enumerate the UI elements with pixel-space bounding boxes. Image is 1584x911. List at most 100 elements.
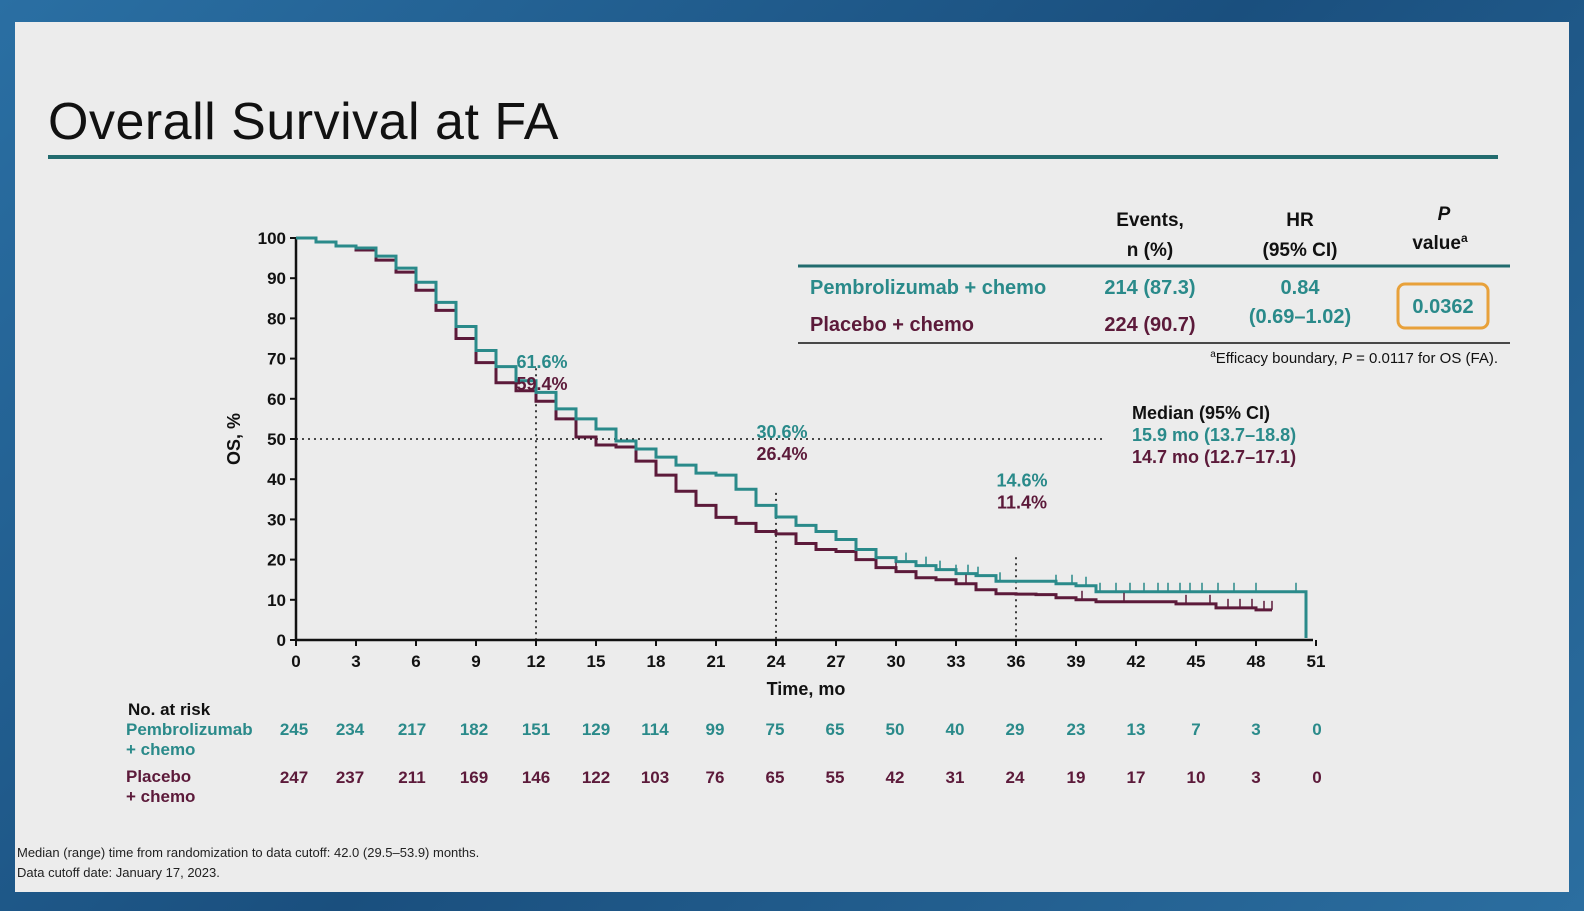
- risk-values: 245 234 217 182 151 129 114 99 75 65 50 40 29 23 13 7 3 0…: [280, 720, 1322, 787]
- y-axis: 0 10 20 30 40 50 60 70 80 90 100: [258, 229, 298, 650]
- y-tick-label: 90: [267, 269, 286, 288]
- risk-pembro-value: 245: [280, 720, 308, 739]
- risk-placebo-value: 169: [460, 768, 488, 787]
- y-tick-label: 50: [267, 430, 286, 449]
- events-header-1: Events,: [1116, 210, 1184, 231]
- risk-pembro-value: 50: [886, 720, 905, 739]
- hr-header-1: HR: [1286, 210, 1314, 231]
- landmark-pembro-label: 30.6%: [756, 422, 807, 442]
- risk-pembro-value: 151: [522, 720, 550, 739]
- landmark-pembro-label: 61.6%: [516, 352, 567, 372]
- risk-placebo-value: 247: [280, 768, 308, 787]
- risk-pembro-value: 0: [1312, 720, 1321, 739]
- x-tick-label: 27: [827, 652, 846, 671]
- x-tick-label: 42: [1127, 652, 1146, 671]
- y-tick-label: 60: [267, 390, 286, 409]
- y-tick-label: 80: [267, 309, 286, 328]
- x-tick-label: 15: [587, 652, 606, 671]
- hr-header-2: (95% CI): [1263, 240, 1338, 261]
- risk-pembro-value: 217: [398, 720, 426, 739]
- risk-placebo-label-1: Placebo: [126, 767, 191, 786]
- p-header-2: valuea: [1412, 231, 1468, 254]
- landmark-pembro-label: 14.6%: [996, 470, 1047, 490]
- risk-placebo-value: 24: [1006, 768, 1025, 787]
- y-tick-label: 20: [267, 551, 286, 570]
- footnote-median-followup: Median (range) time from randomization t…: [17, 845, 480, 860]
- efficacy-footnote: aEfficacy boundary, P = 0.0117 for OS (F…: [1210, 349, 1498, 367]
- risk-table: No. at risk Pembrolizumab + chemo Placeb…: [126, 700, 1322, 806]
- risk-placebo-value: 19: [1067, 768, 1086, 787]
- p-value: 0.0362: [1412, 296, 1473, 318]
- risk-pembro-value: 23: [1067, 720, 1086, 739]
- title-divider: [48, 155, 1498, 159]
- risk-placebo-value: 211: [398, 768, 425, 787]
- pembro-curve: [296, 236, 1308, 638]
- risk-placebo-value: 17: [1127, 768, 1146, 787]
- risk-pembro-value: 3: [1251, 720, 1260, 739]
- y-tick-label: 0: [277, 631, 286, 650]
- x-tick-label: 12: [527, 652, 546, 671]
- hr-value: 0.84: [1281, 277, 1321, 299]
- risk-pembro-label-2: + chemo: [126, 740, 195, 759]
- risk-placebo-value: 3: [1251, 768, 1260, 787]
- x-tick-label: 39: [1067, 652, 1086, 671]
- risk-placebo-value: 76: [706, 768, 725, 787]
- row-pembro-name: Pembrolizumab + chemo: [810, 277, 1046, 299]
- risk-placebo-value: 103: [641, 768, 669, 787]
- p-header-1: P: [1438, 204, 1451, 225]
- risk-placebo-value: 55: [826, 768, 845, 787]
- median-pembro: 15.9 mo (13.7–18.8): [1132, 425, 1296, 445]
- risk-placebo-value: 65: [766, 768, 785, 787]
- x-tick-label: 45: [1187, 652, 1206, 671]
- x-tick-label: 3: [351, 652, 360, 671]
- row-placebo-name: Placebo + chemo: [810, 314, 974, 336]
- x-tick-label: 21: [707, 652, 726, 671]
- y-axis-label: OS, %: [224, 413, 244, 465]
- risk-pembro-value: 65: [826, 720, 845, 739]
- censor-marks: [895, 552, 1297, 610]
- risk-placebo-value: 237: [336, 768, 364, 787]
- risk-pembro-value: 29: [1006, 720, 1025, 739]
- y-tick-label: 10: [267, 591, 286, 610]
- risk-placebo-value: 10: [1187, 768, 1206, 787]
- risk-placebo-value: 0: [1312, 768, 1321, 787]
- y-tick-label: 40: [267, 470, 286, 489]
- landmark-placebo-label: 11.4%: [997, 492, 1047, 512]
- risk-pembro-value: 114: [641, 720, 669, 739]
- p-value-box: [1396, 282, 1490, 330]
- risk-placebo-value: 31: [946, 768, 965, 787]
- y-tick-label: 100: [258, 229, 286, 248]
- x-tick-label: 6: [411, 652, 420, 671]
- median-header: Median (95% CI): [1132, 403, 1270, 423]
- x-tick-label: 30: [887, 652, 906, 671]
- landmark-labels: 61.6%59.4% 30.6%26.4% 14.6%11.4%: [516, 352, 1047, 513]
- risk-placebo-value: 146: [522, 768, 550, 787]
- slide: [15, 22, 1569, 892]
- x-tick-label: 24: [767, 652, 786, 671]
- risk-pembro-value: 234: [336, 720, 365, 739]
- events-header-2: n (%): [1127, 240, 1173, 261]
- x-axis: 0 3 6 9 12 15 18 21 24 27 30 33 36 39 42 45 48 51: [291, 638, 1325, 671]
- x-tick-label: 36: [1007, 652, 1026, 671]
- y-tick-label: 30: [267, 510, 286, 529]
- risk-pembro-label-1: Pembrolizumab: [126, 720, 253, 739]
- hr-ci: (0.69–1.02): [1249, 306, 1351, 328]
- risk-header: No. at risk: [128, 700, 211, 719]
- risk-pembro-value: 129: [582, 720, 610, 739]
- x-tick-label: 51: [1307, 652, 1326, 671]
- x-tick-label: 33: [947, 652, 966, 671]
- slide-title: Overall Survival at FA: [48, 93, 559, 151]
- stats-table: Events, n (%) HR (95% CI) P valuea Pembr…: [798, 204, 1510, 367]
- row-placebo-events: 224 (90.7): [1104, 314, 1195, 336]
- risk-pembro-value: 13: [1127, 720, 1146, 739]
- risk-placebo-value: 42: [886, 768, 905, 787]
- x-axis-label: Time, mo: [767, 679, 846, 699]
- placebo-curve: [296, 236, 1272, 612]
- x-tick-label: 0: [291, 652, 300, 671]
- row-pembro-events: 214 (87.3): [1104, 277, 1195, 299]
- median-placebo: 14.7 mo (12.7–17.1): [1132, 447, 1296, 467]
- x-ticks: 0 3 6 9 12 15 18 21 24 27 30 33 36 39 42 45 48 51: [291, 640, 1325, 671]
- risk-placebo-value: 122: [582, 768, 610, 787]
- x-tick-label: 18: [647, 652, 666, 671]
- risk-pembro-value: 99: [706, 720, 725, 739]
